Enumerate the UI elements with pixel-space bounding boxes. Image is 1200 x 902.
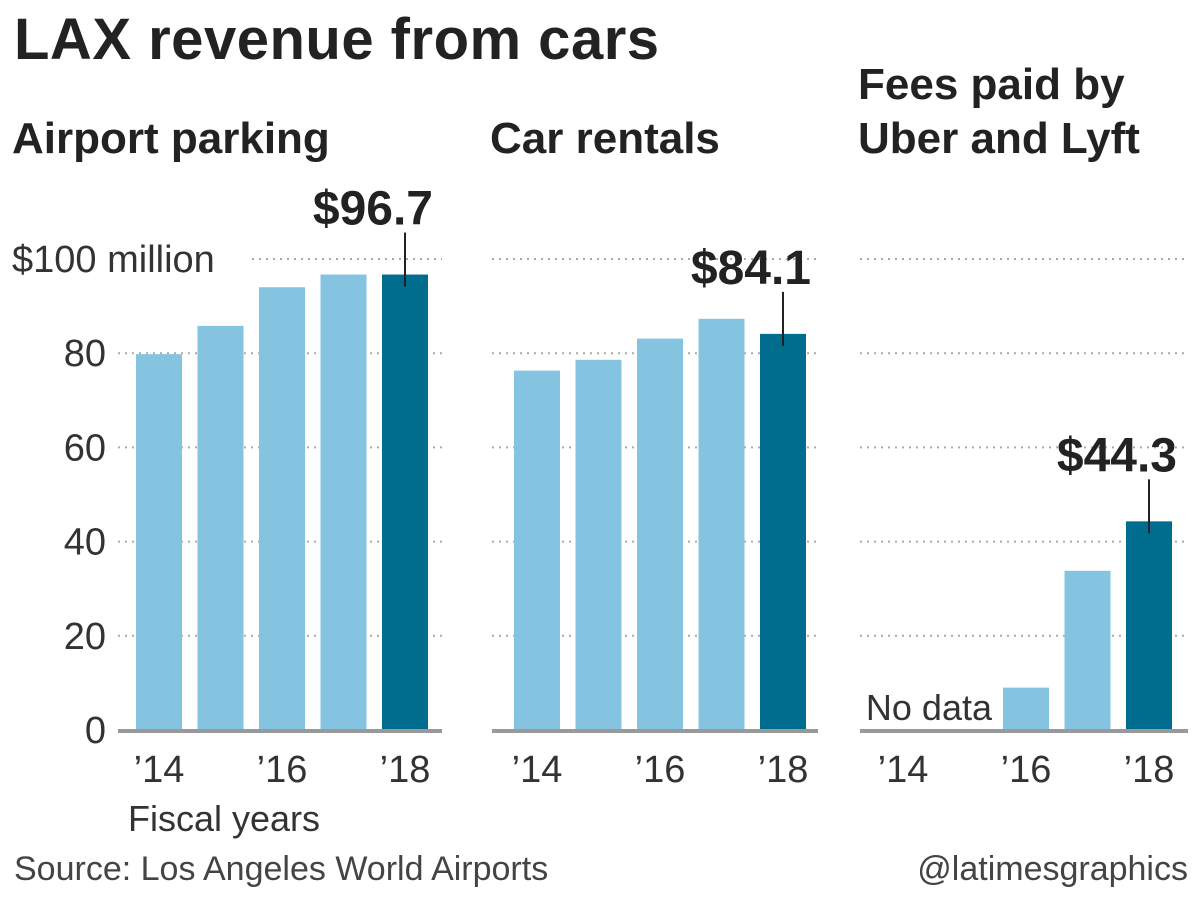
annotation-no-data: No data	[866, 687, 993, 728]
bar-0-1	[197, 325, 244, 730]
x-tick-label-2-0: ’14	[878, 749, 929, 791]
bar-0-0	[136, 354, 182, 730]
highlight-value-label-0: $96.7	[313, 183, 433, 236]
highlight-value-label-1: $84.1	[691, 242, 811, 295]
x-tick-label-0-4: ’18	[380, 749, 431, 791]
panel-title-rentals: Car rentals	[490, 114, 720, 163]
highlight-value-label-2: $44.3	[1057, 429, 1177, 482]
x-tick-label-0-0: ’14	[134, 749, 185, 791]
bar-1-1	[575, 359, 622, 730]
y-tick-label-60: 60	[64, 427, 106, 469]
bar-2-4	[1126, 521, 1172, 730]
chart-title: LAX revenue from cars	[14, 7, 660, 72]
bar-0-4	[382, 274, 428, 730]
source-note: Source: Los Angeles World Airports	[14, 850, 549, 888]
panel-title-rideshare: Fees paid by Uber and Lyft	[858, 58, 1140, 166]
x-tick-label-1-2: ’16	[635, 749, 686, 791]
bar-2-2	[1003, 687, 1049, 730]
bar-2-3	[1064, 570, 1111, 730]
y-tick-label-0: 0	[85, 710, 106, 752]
y-tick-label-100: $100 million	[12, 239, 215, 281]
bar-1-4	[760, 333, 806, 730]
credit-note: @latimesgraphics	[917, 850, 1188, 888]
bar-1-2	[637, 338, 683, 730]
bar-0-3	[320, 274, 367, 730]
y-tick-label-20: 20	[64, 616, 106, 658]
panel-title-rideshare-line-2: Uber and Lyft	[858, 114, 1140, 163]
y-tick-label-40: 40	[64, 522, 106, 564]
bar-1-3	[698, 318, 745, 730]
bar-0-2	[259, 287, 305, 730]
x-tick-label-1-4: ’18	[758, 749, 809, 791]
y-tick-label-80: 80	[64, 333, 106, 375]
x-axis-label: Fiscal years	[128, 798, 321, 839]
x-tick-label-0-2: ’16	[257, 749, 308, 791]
x-tick-label-1-0: ’14	[512, 749, 563, 791]
panel-title-parking: Airport parking	[12, 114, 330, 163]
bar-1-0	[514, 370, 560, 730]
x-tick-label-2-4: ’18	[1124, 749, 1175, 791]
panel-title-rideshare-line-1: Fees paid by	[858, 60, 1125, 109]
x-tick-label-2-2: ’16	[1001, 749, 1052, 791]
